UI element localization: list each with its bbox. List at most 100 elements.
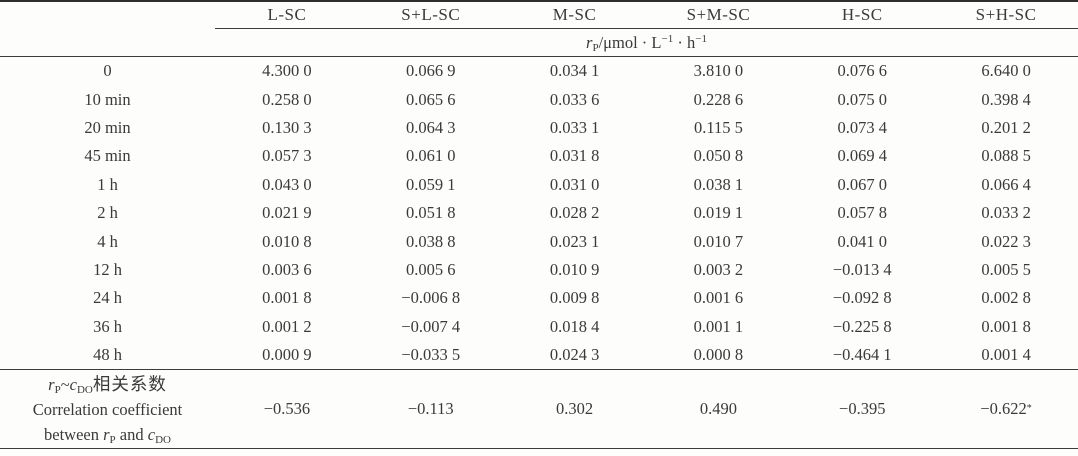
value-cell: 0.000 9 (262, 345, 312, 365)
correlation-value: −0.395 (839, 399, 886, 419)
rp-subscript: P (592, 41, 599, 54)
correlation-value-starred: −0.622 * (980, 399, 1032, 419)
value-cell: 0.051 8 (405, 203, 456, 223)
unit-text: · h (673, 32, 696, 52)
value-cell: 0.066 4 (981, 174, 1031, 194)
value-cell: 0.073 4 (837, 117, 887, 137)
value-cell: 0.041 0 (837, 231, 887, 251)
table-row: 0 4.300 0 0.066 9 0.034 1 3.810 0 0.076 … (0, 57, 1078, 85)
value-cell: 0.000 8 (693, 345, 744, 365)
value-cell: 0.010 9 (549, 259, 600, 279)
value-cell: 0.002 8 (981, 288, 1031, 308)
correlation-row-label: rP~cDO相关系数 Correlation coefficient betwe… (0, 370, 215, 448)
unit-exponent: −1 (695, 32, 707, 45)
value-cell: 0.038 8 (405, 231, 456, 251)
unit-header: rP/μmol · L−1 · h−1 (0, 29, 1078, 56)
correlation-value: −0.536 (263, 399, 311, 419)
value-cell: −0.006 8 (401, 288, 461, 308)
value-cell: 0.022 3 (981, 231, 1031, 251)
value-cell: 0.001 1 (693, 316, 744, 336)
value-cell: 0.031 8 (549, 146, 600, 166)
column-header: M-SC (552, 5, 597, 24)
value-cell: 0.064 3 (405, 117, 456, 137)
correlation-value: −0.113 (407, 399, 454, 419)
value-cell: 0.005 6 (405, 259, 456, 279)
value-cell: 0.034 1 (549, 61, 600, 81)
column-header: H-SC (841, 5, 883, 24)
row-label: 1 h (97, 174, 118, 194)
value-cell: 0.001 4 (981, 345, 1031, 365)
row-label: 48 h (93, 345, 122, 365)
value-cell: 0.057 3 (262, 146, 312, 166)
value-cell: 0.057 8 (837, 203, 887, 223)
correlation-value: 0.302 (556, 399, 594, 419)
value-cell: 0.024 3 (549, 345, 600, 365)
value-cell: 0.067 0 (837, 174, 887, 194)
value-cell: 0.115 5 (693, 117, 743, 137)
value-cell: 0.010 7 (693, 231, 744, 251)
value-cell: −0.464 1 (832, 345, 892, 365)
table-row: 10 min 0.258 0 0.065 6 0.033 6 0.228 6 0… (0, 85, 1078, 113)
value-cell: 0.001 8 (262, 288, 312, 308)
value-cell: 0.075 0 (837, 89, 887, 109)
value-cell: 0.201 2 (981, 117, 1031, 137)
table-row: 4 h 0.010 8 0.038 8 0.023 1 0.010 7 0.04… (0, 227, 1078, 255)
rp-symbol: r (586, 32, 593, 52)
row-label: 36 h (93, 316, 122, 336)
value-cell: 0.028 2 (549, 203, 600, 223)
value-cell: 6.640 0 (981, 61, 1031, 81)
value-cell: 0.023 1 (549, 231, 600, 251)
value-cell: 0.003 2 (693, 259, 744, 279)
value-cell: 0.258 0 (262, 89, 312, 109)
value-cell: 0.398 4 (981, 89, 1031, 109)
row-label: 20 min (84, 117, 131, 137)
header-spanner-rule (215, 28, 1078, 29)
bottom-rule (0, 448, 1078, 450)
row-label: 10 min (84, 89, 131, 109)
value-cell: 0.228 6 (693, 89, 744, 109)
value-cell: 0.009 8 (549, 288, 600, 308)
value-cell: 0.059 1 (405, 174, 456, 194)
table-row: 45 min 0.057 3 0.061 0 0.031 8 0.050 8 0… (0, 142, 1078, 170)
value-cell: 0.018 4 (549, 316, 600, 336)
value-cell: 0.033 6 (549, 89, 600, 109)
unit-exponent: −1 (661, 32, 674, 45)
value-cell: 0.065 6 (405, 89, 456, 109)
table-row: 36 h 0.001 2 −0.007 4 0.018 4 0.001 1 −0… (0, 313, 1078, 341)
value-cell: 0.031 0 (549, 174, 600, 194)
table-row: 48 h 0.000 9 −0.033 5 0.024 3 0.000 8 −0… (0, 341, 1078, 369)
value-cell: 0.005 5 (981, 259, 1031, 279)
row-label: 24 h (93, 288, 122, 308)
value-cell: 0.038 1 (693, 174, 744, 194)
row-label: 0 (103, 61, 112, 81)
header-body-rule (0, 56, 1078, 57)
correlation-label-en2: between rP and cDO (44, 424, 171, 446)
value-cell: 0.033 2 (981, 203, 1031, 223)
row-label: 4 h (97, 231, 118, 251)
value-cell: 0.021 9 (262, 203, 312, 223)
correlation-value: 0.490 (699, 399, 737, 419)
correlation-label-zh: rP~cDO相关系数 (48, 373, 167, 396)
value-cell: 0.033 1 (549, 117, 600, 137)
column-header: S+L-SC (401, 5, 461, 24)
table-row: 20 min 0.130 3 0.064 3 0.033 1 0.115 5 0… (0, 114, 1078, 142)
value-cell: −0.033 5 (401, 345, 461, 365)
value-cell: 0.130 3 (262, 117, 312, 137)
table-row: 24 h 0.001 8 −0.006 8 0.009 8 0.001 6 −0… (0, 284, 1078, 312)
value-cell: 0.088 5 (981, 146, 1031, 166)
table-row: 1 h 0.043 0 0.059 1 0.031 0 0.038 1 0.06… (0, 171, 1078, 199)
value-cell: 0.061 0 (405, 146, 456, 166)
value-cell: 0.066 9 (405, 61, 456, 81)
column-header: L-SC (267, 5, 307, 24)
value-cell: 4.300 0 (262, 61, 312, 81)
column-header-row: L-SC S+L-SC M-SC S+M-SC H-SC S+H-SC (0, 2, 1078, 28)
value-cell: 0.001 2 (262, 316, 312, 336)
value-cell: 0.003 6 (262, 259, 312, 279)
stub-cell (0, 2, 215, 28)
body-footer-rule (0, 369, 1078, 371)
value-cell: −0.013 4 (832, 259, 892, 279)
value-cell: 0.076 6 (837, 61, 887, 81)
value-cell: −0.007 4 (401, 316, 461, 336)
row-label: 2 h (97, 203, 118, 223)
